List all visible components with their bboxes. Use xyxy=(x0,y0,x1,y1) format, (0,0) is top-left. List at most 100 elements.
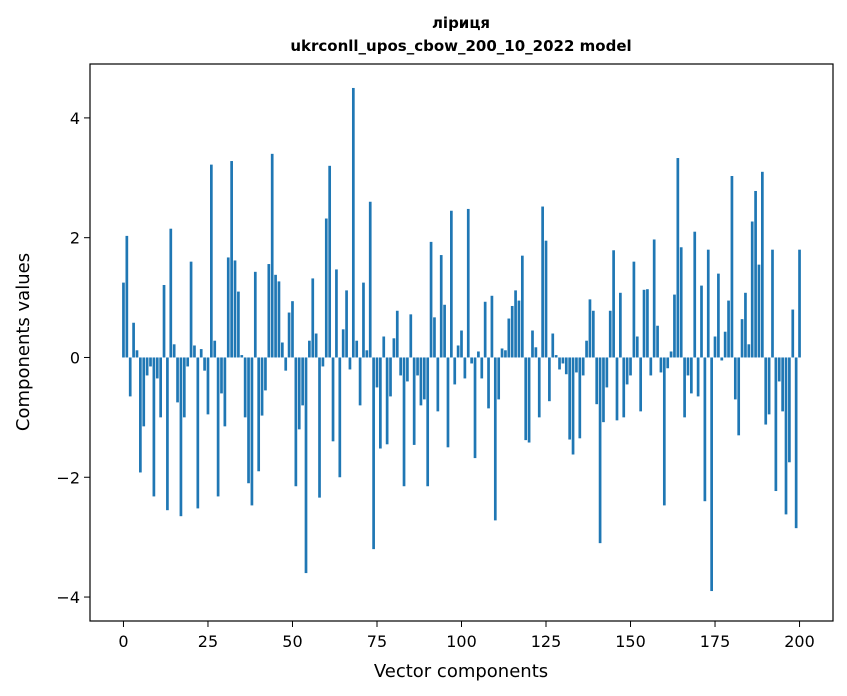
bar xyxy=(466,208,470,358)
bar xyxy=(260,357,264,416)
bar xyxy=(541,206,544,358)
bar xyxy=(379,357,382,449)
y-tick-label: 0 xyxy=(70,348,80,367)
bar xyxy=(324,218,328,358)
bar xyxy=(196,357,200,509)
bar xyxy=(524,357,528,441)
x-axis-label: Vector components xyxy=(374,661,548,682)
bar xyxy=(395,310,399,358)
bar xyxy=(375,357,379,388)
bar xyxy=(673,294,676,358)
bar xyxy=(240,355,244,358)
bar xyxy=(463,357,467,379)
bar xyxy=(172,344,176,358)
bar xyxy=(629,357,632,376)
bar xyxy=(182,357,186,418)
bar xyxy=(257,357,261,472)
bar xyxy=(662,357,666,506)
bar xyxy=(497,357,501,400)
bar xyxy=(568,357,572,440)
bar xyxy=(548,357,551,402)
bar xyxy=(767,357,771,415)
bar xyxy=(788,357,791,463)
bar xyxy=(598,357,602,544)
bar xyxy=(480,357,484,379)
bar xyxy=(267,264,271,358)
bar xyxy=(301,357,304,406)
bar xyxy=(500,348,504,358)
bar xyxy=(433,317,436,358)
bar xyxy=(149,357,152,367)
bar xyxy=(199,349,203,358)
bar xyxy=(558,357,561,370)
bar xyxy=(436,357,440,412)
bar xyxy=(622,357,626,418)
bar xyxy=(220,357,223,394)
bar xyxy=(747,344,751,358)
bar xyxy=(703,357,707,502)
bar xyxy=(318,357,321,498)
bar xyxy=(355,340,359,358)
bar xyxy=(605,357,609,388)
bar xyxy=(264,357,267,391)
bar xyxy=(243,357,247,418)
bar xyxy=(693,231,697,358)
bar xyxy=(311,278,315,358)
y-tick-label: 2 xyxy=(70,229,80,248)
bar xyxy=(578,357,582,439)
bar xyxy=(412,357,416,445)
y-axis-label: Components values xyxy=(13,253,34,431)
bar xyxy=(280,342,284,358)
bar xyxy=(619,292,622,358)
x-tick-label: 125 xyxy=(531,632,562,651)
bar xyxy=(213,340,217,358)
bar xyxy=(162,285,166,358)
bar xyxy=(253,271,257,358)
bar xyxy=(510,305,514,358)
bar xyxy=(365,350,369,358)
bar xyxy=(764,357,768,425)
bar xyxy=(710,357,713,592)
bar xyxy=(210,164,213,358)
bar xyxy=(385,357,389,445)
bar xyxy=(392,338,396,358)
bar xyxy=(226,257,230,358)
bar xyxy=(608,310,612,358)
bar xyxy=(125,235,129,358)
bar xyxy=(591,310,595,358)
bar xyxy=(203,357,206,371)
bar xyxy=(602,357,605,423)
bar xyxy=(169,228,173,358)
bar xyxy=(564,357,568,375)
bar xyxy=(761,171,764,358)
x-tick-label: 100 xyxy=(446,632,477,651)
bar xyxy=(730,176,734,358)
bar xyxy=(669,351,673,358)
bar xyxy=(338,357,342,478)
bar xyxy=(345,290,348,358)
bar xyxy=(453,357,457,385)
bar xyxy=(733,357,737,400)
bar xyxy=(159,357,162,418)
bar xyxy=(706,249,710,358)
bar xyxy=(237,291,240,358)
bar xyxy=(470,357,473,364)
bar xyxy=(223,357,227,427)
bar xyxy=(700,285,703,358)
bar xyxy=(176,357,179,403)
bar xyxy=(460,330,463,358)
x-tick-label: 150 xyxy=(615,632,646,651)
bar xyxy=(561,357,565,364)
bar xyxy=(216,357,220,497)
bar xyxy=(784,357,788,515)
bar xyxy=(139,357,142,473)
bar xyxy=(250,357,254,506)
bar xyxy=(145,357,149,376)
bar xyxy=(351,87,355,358)
bar xyxy=(362,282,365,358)
bar xyxy=(456,345,460,358)
bar xyxy=(230,161,233,358)
bar xyxy=(321,357,325,367)
bar xyxy=(287,312,291,358)
bar xyxy=(679,247,683,358)
